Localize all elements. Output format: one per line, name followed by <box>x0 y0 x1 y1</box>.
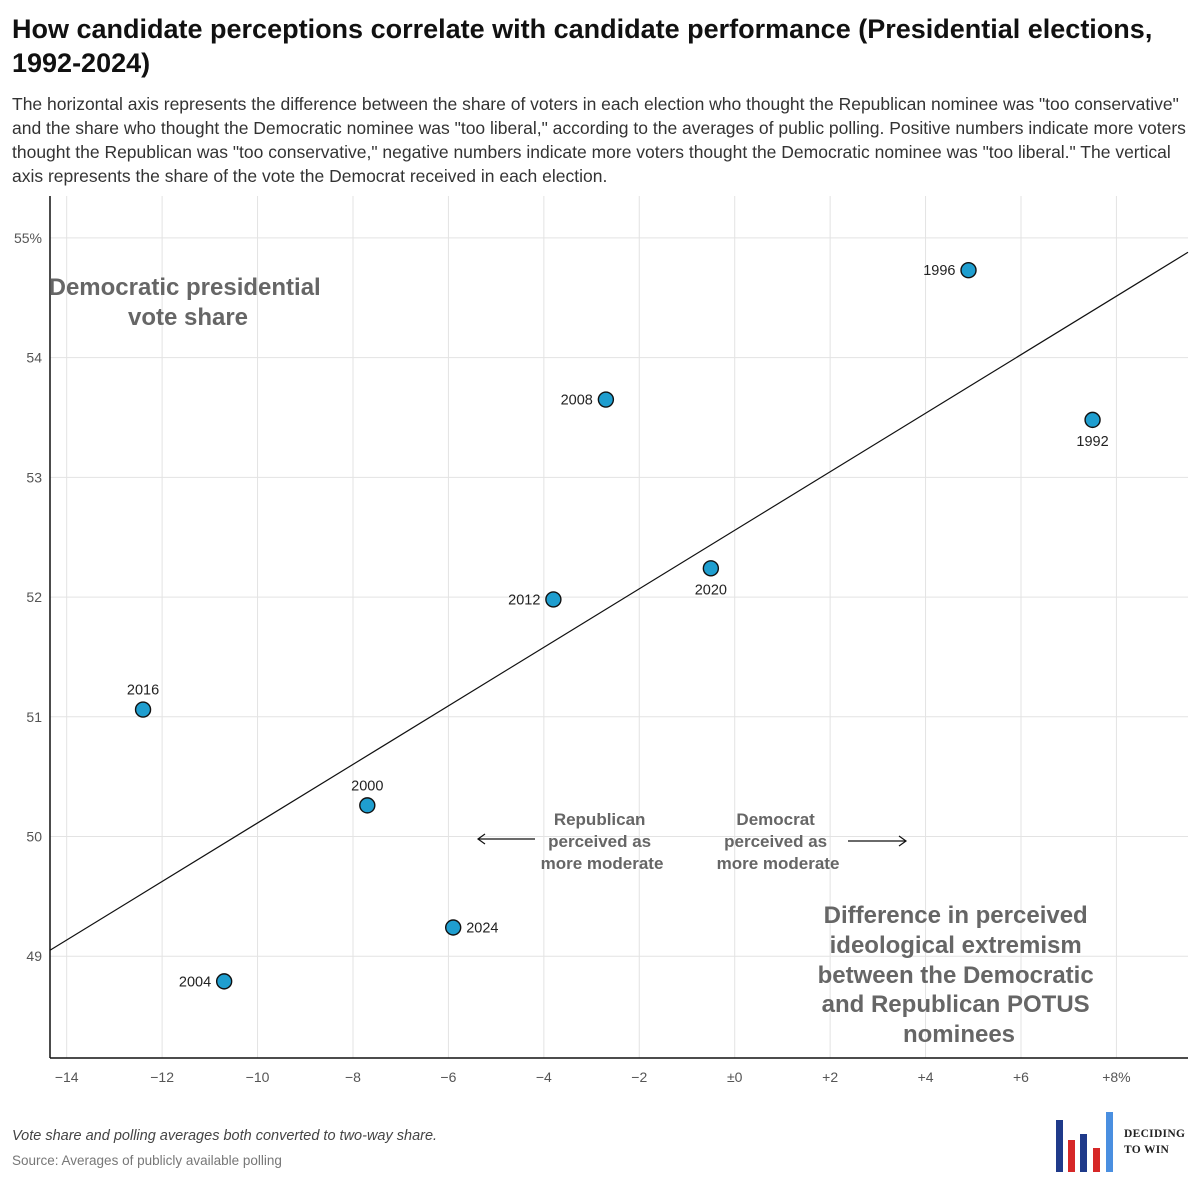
x-tick-label: +8% <box>1102 1069 1130 1085</box>
x-tick-label: −4 <box>536 1069 552 1085</box>
logo-bar <box>1106 1112 1113 1172</box>
x-tick-label: +2 <box>822 1069 838 1085</box>
chart-subtitle: The horizontal axis represents the diffe… <box>12 94 1186 186</box>
point-label-2000: 2000 <box>351 778 383 794</box>
x-tick-label: −10 <box>246 1069 270 1085</box>
x-tick-labels: −14 −12 −10 −8 −6 −4 −2 ±0 +2 +4 +6 +8% <box>55 1069 1131 1085</box>
point-label-2004: 2004 <box>179 974 211 990</box>
logo-bar <box>1068 1140 1075 1172</box>
data-point-2016 <box>134 701 152 718</box>
logo-bar <box>1093 1148 1100 1172</box>
x-tick-label: ±0 <box>727 1069 743 1085</box>
right-arrow <box>848 835 908 847</box>
y-tick-label: 50 <box>26 829 42 845</box>
footnote: Vote share and polling averages both con… <box>12 1128 438 1144</box>
y-tick-label: 52 <box>26 589 42 605</box>
y-tick-labels: 49 50 51 52 53 54 55% <box>14 230 42 964</box>
x-tick-label: −14 <box>55 1069 79 1085</box>
deciding-to-win-logo: DECIDING TO WIN <box>1056 1110 1196 1172</box>
y-axis-title-line: vote share <box>128 304 248 331</box>
x-axis-title-line: between the Democratic <box>818 962 1094 989</box>
x-axis-title-line: Difference in perceived <box>824 902 1088 929</box>
point-label-1996: 1996 <box>923 263 955 279</box>
logo-text: DECIDING TO WIN <box>1124 1128 1186 1156</box>
left-arrow <box>476 833 535 845</box>
point-label-1992: 1992 <box>1076 434 1108 450</box>
data-point-2004 <box>215 973 233 990</box>
point-label-2008: 2008 <box>561 393 593 409</box>
y-tick-label: 51 <box>26 709 42 725</box>
data-point-1996 <box>960 262 977 279</box>
data-point-2000 <box>359 797 376 814</box>
trend-line <box>49 251 1189 951</box>
point-label-2020: 2020 <box>695 582 727 598</box>
left-arrow-label: Republican perceived as more moderate <box>541 810 664 873</box>
y-tick-label: 54 <box>26 350 42 366</box>
data-point-2020 <box>702 560 720 577</box>
data-points <box>134 262 1101 990</box>
point-label-2024: 2024 <box>466 921 498 937</box>
chart-title: How candidate perceptions correlate with… <box>12 14 1153 78</box>
data-point-2012 <box>545 591 562 608</box>
y-axis-title-line: Democratic presidential <box>49 274 321 301</box>
data-point-2024 <box>444 919 462 936</box>
data-point-2008 <box>597 391 615 408</box>
data-point-1992 <box>1084 411 1101 429</box>
x-axis-title: Difference in perceived ideological extr… <box>818 902 1101 1048</box>
y-tick-label: 53 <box>26 469 42 485</box>
point-labels: 1992 1996 2000 2004 2008 2012 2016 2020 2024 <box>127 263 1109 990</box>
x-tick-label: −12 <box>150 1069 174 1085</box>
x-tick-label: +6 <box>1013 1069 1029 1085</box>
right-arrow-label: Democrat perceived as more moderate <box>717 810 840 873</box>
y-tick-label: 49 <box>26 948 42 964</box>
x-tick-label: +4 <box>918 1069 934 1085</box>
x-axis-title-line: and Republican POTUS <box>822 991 1090 1018</box>
x-axis-title-line: ideological extremism <box>830 932 1082 959</box>
point-label-2012: 2012 <box>508 592 540 608</box>
y-tick-label: 55% <box>14 230 42 246</box>
scatter-chart: 49 50 51 52 53 54 55% −14 −12 −10 −8 −6 −4 −2 ±0 +2 +4 +… <box>14 196 1189 1085</box>
logo-bar <box>1080 1134 1087 1172</box>
y-axis-title: Democratic presidential vote share <box>49 274 328 331</box>
point-label-2016: 2016 <box>127 683 159 699</box>
source-note: Source: Averages of publicly available p… <box>12 1153 282 1168</box>
x-tick-label: −6 <box>440 1069 456 1085</box>
x-axis-title-line: nominees <box>903 1021 1015 1048</box>
x-tick-label: −8 <box>345 1069 361 1085</box>
grid-lines <box>50 196 1188 1058</box>
logo-bar <box>1056 1120 1063 1172</box>
x-tick-label: −2 <box>631 1069 647 1085</box>
